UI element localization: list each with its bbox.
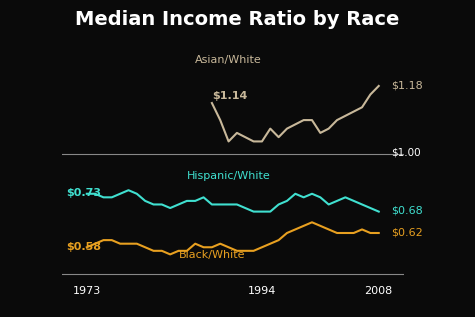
Text: Black/White: Black/White (179, 250, 245, 260)
Text: $1.00: $1.00 (391, 147, 421, 157)
Text: Hispanic/White: Hispanic/White (187, 171, 270, 181)
Text: $0.73: $0.73 (66, 188, 101, 198)
Text: $0.62: $0.62 (391, 228, 423, 238)
Text: $0.68: $0.68 (391, 206, 423, 216)
Text: $1.18: $1.18 (391, 81, 423, 91)
Text: Median Income Ratio by Race: Median Income Ratio by Race (76, 10, 399, 29)
Text: Asian/White: Asian/White (195, 55, 262, 65)
Text: $0.58: $0.58 (66, 242, 101, 252)
Text: $1.14: $1.14 (212, 91, 247, 101)
